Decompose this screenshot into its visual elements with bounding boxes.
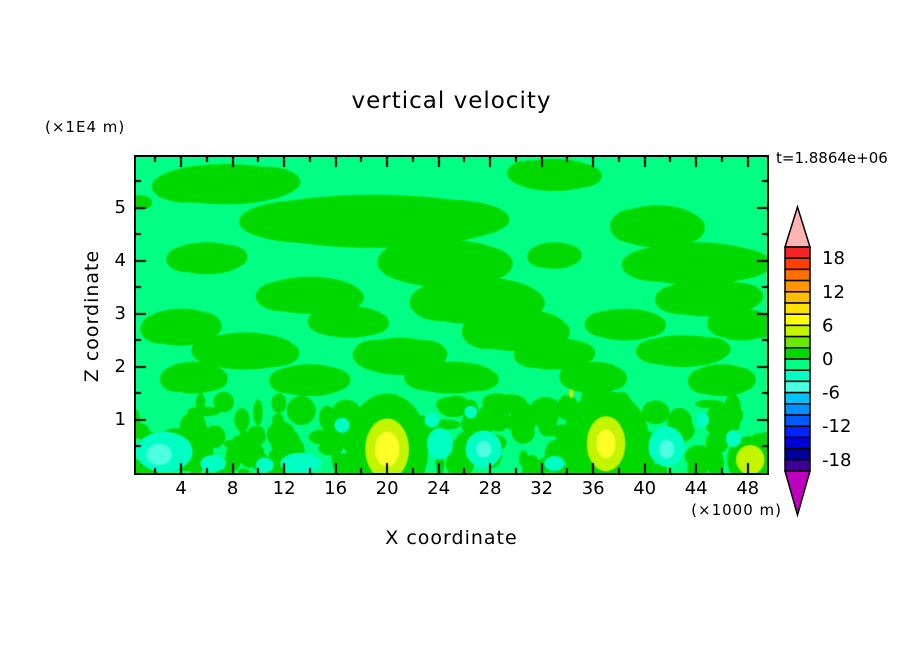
colorbar-over-arrow xyxy=(783,204,812,248)
contour-plot xyxy=(134,155,769,475)
x-tick-label: 32 xyxy=(530,478,554,499)
y-axis-unit-label: (×1E4 m) xyxy=(45,118,126,136)
x-tick-label: 16 xyxy=(324,478,348,499)
y-axis-title: Z coordinate xyxy=(81,249,103,383)
colorbar-label: 6 xyxy=(822,315,833,336)
colorbar-box xyxy=(784,414,811,427)
colorbar-box xyxy=(784,302,811,315)
colorbar-label: -6 xyxy=(822,383,840,404)
x-tick-label: 28 xyxy=(478,478,502,499)
x-tick-label: 44 xyxy=(684,478,708,499)
colorbar-label: 0 xyxy=(822,349,833,370)
x-tick-label: 20 xyxy=(375,478,399,499)
colorbar-label: 12 xyxy=(822,282,845,303)
y-tick-label: 3 xyxy=(114,302,126,324)
colorbar-box xyxy=(784,335,811,349)
x-tick-label: 12 xyxy=(272,478,296,499)
x-tick-label: 36 xyxy=(581,478,605,499)
x-tick-label: 24 xyxy=(427,478,451,499)
colorbar-box xyxy=(784,369,811,383)
colorbar-label: 18 xyxy=(822,248,845,269)
y-tick-label: 4 xyxy=(114,249,126,271)
y-tick-label: 1 xyxy=(114,408,126,430)
colorbar: 18 12 6 0 -6 -12 -18 xyxy=(783,204,851,518)
x-tick-label: 4 xyxy=(175,478,187,499)
y-axis-title-wrap: Z coordinate xyxy=(62,220,122,410)
x-tick-label: 8 xyxy=(226,478,239,499)
colorbar-box xyxy=(784,313,811,327)
colorbar-under-arrow xyxy=(784,470,811,518)
colorbar-box xyxy=(784,380,811,394)
colorbar-box xyxy=(784,459,811,472)
colorbar-box xyxy=(784,358,811,371)
colorbar-box xyxy=(784,257,811,271)
x-axis-unit-label: (×1000 m) xyxy=(691,501,782,519)
colorbar-label: -18 xyxy=(822,450,851,471)
colorbar-label: -12 xyxy=(822,416,851,437)
colorbar-box xyxy=(784,403,811,416)
colorbar-box xyxy=(784,391,811,405)
colorbar-box xyxy=(784,291,811,304)
colorbar-box xyxy=(784,279,811,293)
colorbar-box xyxy=(784,436,811,450)
colorbar-box xyxy=(784,447,811,461)
y-tick-label: 2 xyxy=(114,355,126,377)
contour-canvas xyxy=(136,157,767,473)
x-axis-title: X coordinate xyxy=(385,527,518,549)
x-tick-label: 40 xyxy=(633,478,657,499)
colorbar-box xyxy=(784,268,811,282)
colorbar-box xyxy=(784,347,811,360)
x-tick-label: 48 xyxy=(736,478,760,499)
time-label: t=1.8864e+06 xyxy=(776,149,888,167)
colorbar-box xyxy=(784,425,811,439)
plot-title: vertical velocity xyxy=(351,88,552,114)
colorbar-box xyxy=(784,324,811,338)
colorbar-box xyxy=(784,246,811,259)
y-tick-label: 5 xyxy=(114,196,126,218)
